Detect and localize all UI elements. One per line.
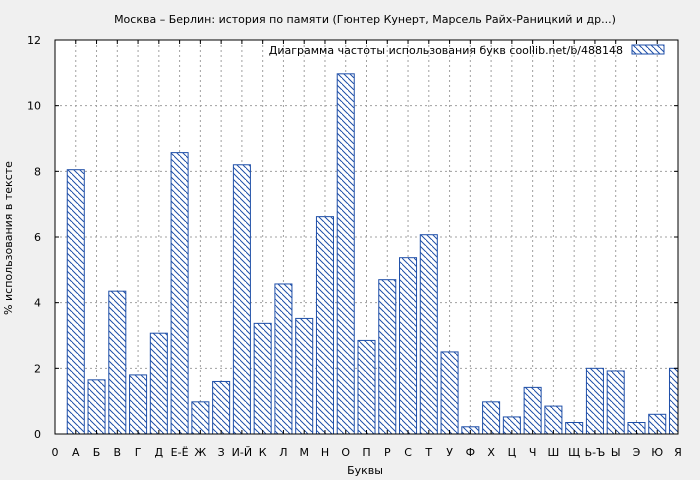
bar — [668, 367, 679, 435]
x-tick-label: П — [362, 446, 370, 459]
bar — [482, 401, 501, 435]
x-tick-label: Ш — [548, 446, 560, 459]
x-tick-label: Д — [155, 446, 164, 459]
x-tick-label: З — [218, 446, 225, 459]
x-tick-label: Ь-Ъ — [585, 446, 606, 459]
bar — [170, 152, 189, 435]
x-tick-label: С — [404, 446, 412, 459]
x-tick-label: Л — [279, 446, 287, 459]
x-tick-label: Н — [321, 446, 329, 459]
x-tick-label: У — [446, 446, 453, 459]
y-axis: 0 2 4 6 8 10 12 — [27, 34, 678, 441]
x-tick-label: Т — [424, 446, 432, 459]
bar — [149, 332, 168, 435]
x-tick-label: Ю — [651, 446, 663, 459]
x-tick-label: В — [114, 446, 122, 459]
bar — [315, 216, 334, 435]
x-tick-label: 0 — [52, 446, 59, 459]
x-tick-label: Р — [384, 446, 391, 459]
y-tick-label: 2 — [34, 362, 41, 375]
bar — [129, 374, 148, 435]
y-tick-label: 0 — [34, 428, 41, 441]
bar — [232, 164, 251, 435]
x-tick-label: Ж — [194, 446, 206, 459]
y-tick-label: 8 — [34, 165, 41, 178]
x-tick-label: Б — [93, 446, 101, 459]
bar — [399, 257, 418, 435]
bar — [108, 290, 127, 435]
legend: Диаграмма частоты использования букв coo… — [269, 44, 665, 57]
x-tick-label: М — [299, 446, 309, 459]
x-axis-label: Буквы — [347, 464, 383, 477]
x-tick-label: Э — [633, 446, 641, 459]
y-tick-label: 10 — [27, 100, 41, 113]
bar — [606, 370, 625, 435]
bar — [274, 283, 293, 435]
bar — [544, 405, 563, 435]
y-tick-label: 4 — [34, 297, 41, 310]
bar — [253, 322, 272, 435]
x-tick-label: Ф — [466, 446, 475, 459]
x-tick-label: Г — [135, 446, 142, 459]
y-tick-label: 12 — [27, 34, 41, 47]
x-tick-label: О — [341, 446, 350, 459]
x-tick-label: Х — [487, 446, 495, 459]
x-tick-label: Ц — [508, 446, 517, 459]
bar — [336, 73, 355, 435]
bar — [585, 367, 604, 435]
bars — [66, 73, 679, 435]
x-tick-label: К — [259, 446, 267, 459]
x-tick-label: Ч — [529, 446, 537, 459]
x-axis: 0 А Б В Г Д Е-Ё Ж З И-Й К Л М Н О П Р С Т У Ф Х Ц Ч Ш Щ Ь-Ъ Ы Э Ю Я — [52, 40, 682, 459]
bar — [66, 169, 85, 435]
y-axis-label: % использования в тексте — [2, 161, 15, 315]
bar — [523, 386, 542, 435]
bar — [440, 351, 459, 435]
bar — [191, 401, 210, 435]
x-tick-label: А — [72, 446, 80, 459]
bar — [295, 317, 314, 435]
legend-swatch — [631, 44, 665, 55]
chart-title: Москва – Берлин: история по памяти (Гюнт… — [114, 13, 616, 26]
x-tick-label: И-Й — [232, 446, 252, 459]
bar — [419, 234, 438, 435]
bar — [357, 339, 376, 435]
x-tick-label: Я — [674, 446, 682, 459]
bar — [378, 279, 397, 435]
bar — [212, 380, 231, 435]
x-tick-label: Ы — [611, 446, 621, 459]
bar — [87, 379, 106, 435]
legend-label: Диаграмма частоты использования букв coo… — [269, 44, 623, 57]
x-tick-label: Щ — [568, 446, 580, 459]
y-tick-label: 6 — [34, 231, 41, 244]
x-tick-label: Е-Ё — [171, 446, 189, 459]
